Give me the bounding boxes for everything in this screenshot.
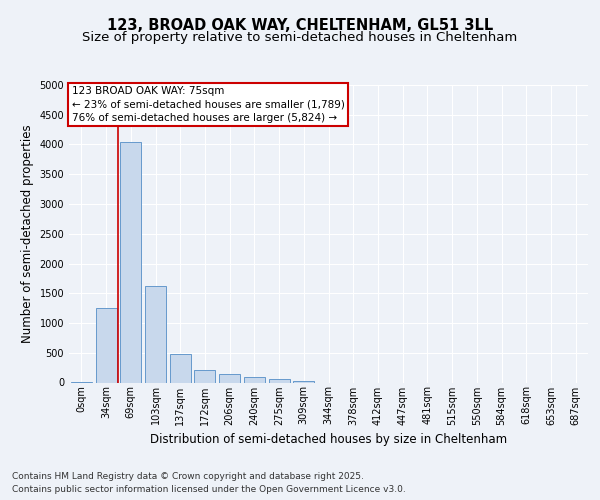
Y-axis label: Number of semi-detached properties: Number of semi-detached properties (21, 124, 34, 343)
Text: 123 BROAD OAK WAY: 75sqm
← 23% of semi-detached houses are smaller (1,789)
76% o: 123 BROAD OAK WAY: 75sqm ← 23% of semi-d… (72, 86, 345, 122)
Bar (219, 374, 240, 382)
Text: 123, BROAD OAK WAY, CHELTENHAM, GL51 3LL: 123, BROAD OAK WAY, CHELTENHAM, GL51 3LL (107, 18, 493, 32)
Bar (244, 377, 265, 382)
Text: Contains public sector information licensed under the Open Government Licence v3: Contains public sector information licen… (12, 485, 406, 494)
Bar (95, 308, 116, 382)
Text: Contains HM Land Registry data © Crown copyright and database right 2025.: Contains HM Land Registry data © Crown c… (12, 472, 364, 481)
Bar (170, 354, 191, 382)
Bar (269, 378, 290, 382)
X-axis label: Distribution of semi-detached houses by size in Cheltenham: Distribution of semi-detached houses by … (150, 433, 507, 446)
Bar (145, 286, 166, 382)
Bar (194, 370, 215, 382)
Text: Size of property relative to semi-detached houses in Cheltenham: Size of property relative to semi-detach… (82, 31, 518, 44)
Bar (120, 142, 141, 382)
